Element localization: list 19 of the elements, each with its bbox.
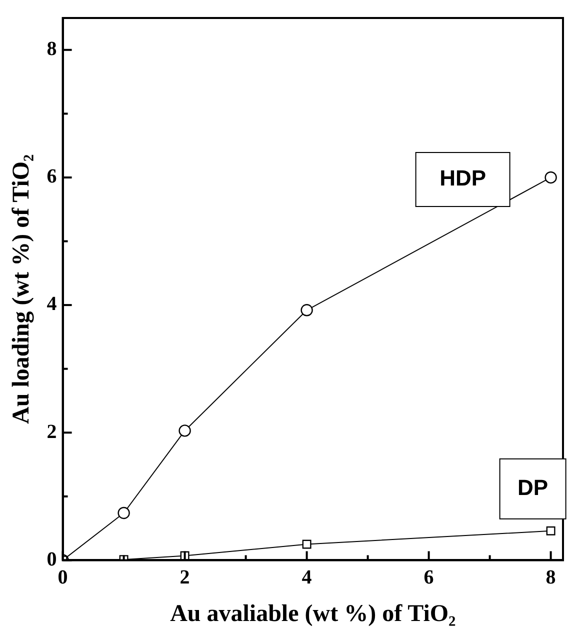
x-tick-label: 6 — [424, 566, 434, 588]
y-axis-title: Au loading (wt %) of TiO₂ — [8, 154, 35, 424]
x-tick-label: 8 — [546, 566, 556, 588]
point — [546, 526, 556, 536]
point — [178, 424, 191, 437]
series-label: HDP — [440, 166, 486, 191]
x-axis-title: Au avaliable (wt %) of TiO₂ — [170, 600, 456, 627]
point — [300, 304, 313, 316]
y-tick-label: 8 — [46, 38, 57, 60]
x-tick-label: 2 — [180, 566, 190, 588]
y-tick-label: 0 — [46, 548, 57, 570]
y-tick-label: 6 — [46, 166, 57, 188]
point — [118, 506, 130, 520]
y-tick-label: 4 — [46, 293, 57, 316]
series-label: DP — [518, 474, 548, 500]
point — [302, 540, 312, 549]
x-tick-label: 4 — [302, 566, 312, 588]
y-tick-label: 2 — [46, 420, 57, 443]
point — [544, 171, 557, 184]
